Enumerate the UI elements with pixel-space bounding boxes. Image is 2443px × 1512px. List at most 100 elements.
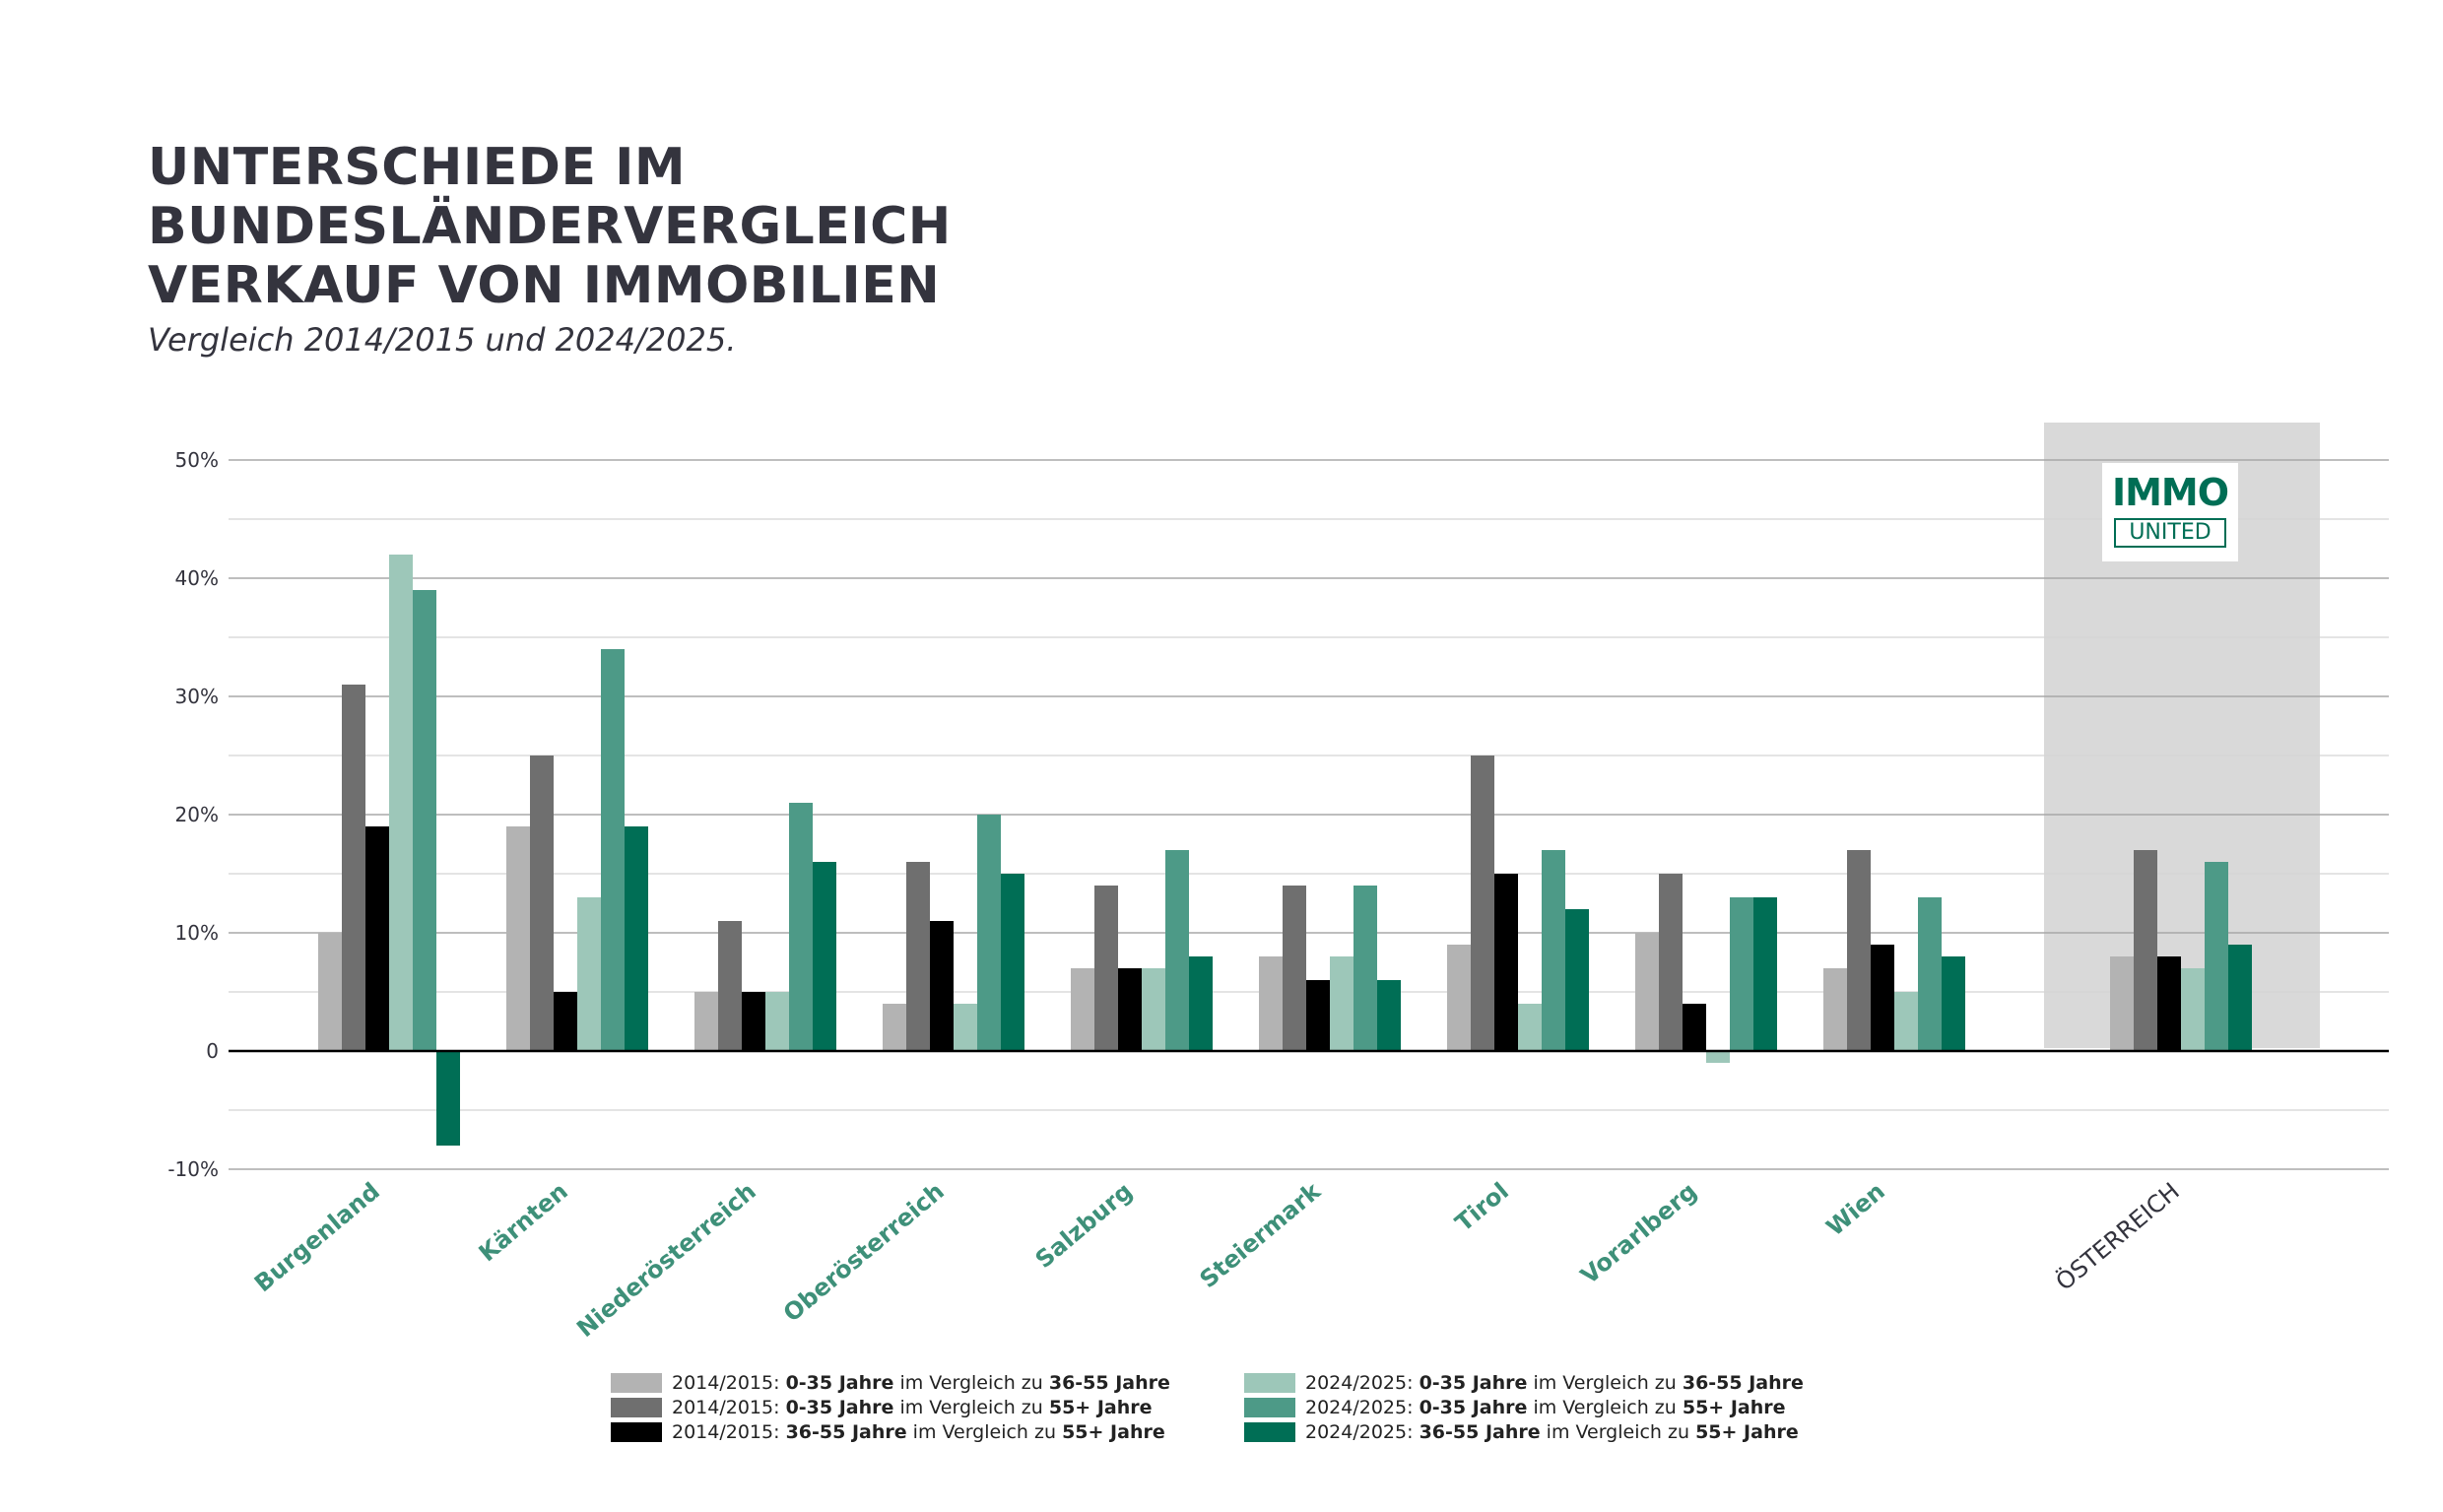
bar-burgenland-series-4 — [389, 555, 413, 1051]
legend-label-3: 2014/2015: 36-55 Jahre im Vergleich zu 5… — [672, 1421, 1165, 1443]
y-tick-label-30: 30% — [175, 685, 219, 708]
chart-title-line-3: VERKAUF VON IMMOBILIEN — [148, 256, 941, 315]
bars — [318, 555, 2252, 1146]
bar-karnten-series-3 — [554, 992, 577, 1051]
bar-vorarlberg-series-3 — [1683, 1004, 1706, 1051]
bar-burgenland-series-2 — [342, 685, 365, 1051]
bar-steiermark-series-3 — [1306, 980, 1330, 1051]
bar-oberosterreich-series-2 — [906, 862, 930, 1051]
bar-salzburg-series-3 — [1118, 968, 1142, 1051]
bar-wien-series-1 — [1823, 968, 1847, 1051]
legend-label-6: 2024/2025: 36-55 Jahre im Vergleich zu 5… — [1305, 1421, 1799, 1443]
category-label-wien: Wien — [1821, 1177, 1890, 1241]
bar-steiermark-series-2 — [1283, 886, 1306, 1051]
immo-united-logo: IMMO UNITED — [2102, 463, 2238, 561]
y-tick-label-minus-10: -10% — [167, 1157, 219, 1181]
bar-burgenland-series-1 — [318, 933, 342, 1051]
bar-karnten-series-2 — [530, 756, 554, 1051]
bar-salzburg-series-1 — [1071, 968, 1094, 1051]
bar-salzburg-series-5 — [1165, 850, 1189, 1051]
bar-burgenland-series-5 — [413, 590, 436, 1051]
bar-karnten-series-5 — [601, 649, 625, 1051]
legend-swatch-3 — [611, 1422, 662, 1442]
bar-vorarlberg-series-2 — [1659, 874, 1683, 1051]
bar-oberosterreich-series-4 — [954, 1004, 977, 1051]
chart-title-line-1: UNTERSCHIEDE IM — [148, 138, 687, 197]
legend-swatch-1 — [611, 1373, 662, 1393]
category-label-vorarlberg: Vorarlberg — [1575, 1177, 1702, 1289]
y-tick-label-20: 20% — [175, 803, 219, 826]
legend-item-6: 2024/2025: 36-55 Jahre im Vergleich zu 5… — [1244, 1420, 1799, 1444]
chart-title-line-2: BUNDESLÄNDERVERGLEICH — [148, 197, 952, 256]
category-label-oberosterreich: Oberösterreich — [778, 1177, 950, 1327]
bar-tirol-series-1 — [1447, 945, 1471, 1051]
legend-item-3: 2014/2015: 36-55 Jahre im Vergleich zu 5… — [611, 1420, 1165, 1444]
bar-wien-series-3 — [1871, 945, 1894, 1051]
bar-osterreich-series-3 — [2157, 956, 2181, 1051]
bar-karnten-series-4 — [577, 897, 601, 1051]
bar-tirol-series-2 — [1471, 756, 1494, 1051]
bar-wien-series-5 — [1918, 897, 1942, 1051]
legend-label-1: 2014/2015: 0-35 Jahre im Vergleich zu 36… — [672, 1372, 1170, 1394]
legend-item-5: 2024/2025: 0-35 Jahre im Vergleich zu 55… — [1244, 1396, 1786, 1419]
bar-tirol-series-4 — [1518, 1004, 1542, 1051]
bar-burgenland-series-6 — [436, 1051, 460, 1146]
chart-subtitle: Vergleich 2014/2015 und 2024/2025. — [148, 321, 737, 359]
bar-steiermark-series-6 — [1377, 980, 1401, 1051]
bar-oberosterreich-series-1 — [883, 1004, 906, 1051]
category-label-steiermark: Steiermark — [1195, 1176, 1327, 1293]
bar-tirol-series-6 — [1565, 909, 1589, 1051]
bar-karnten-series-6 — [625, 826, 648, 1051]
y-tick-label-10: 10% — [175, 921, 219, 945]
bar-steiermark-series-1 — [1259, 956, 1283, 1051]
legend-label-2: 2014/2015: 0-35 Jahre im Vergleich zu 55… — [672, 1397, 1153, 1418]
bar-karnten-series-1 — [506, 826, 530, 1051]
legend-swatch-2 — [611, 1398, 662, 1417]
bar-niederosterreich-series-2 — [718, 921, 742, 1051]
y-tick-label-40: 40% — [175, 566, 219, 590]
bar-vorarlberg-series-1 — [1635, 933, 1659, 1051]
bar-niederosterreich-series-5 — [789, 803, 813, 1051]
bar-osterreich-series-6 — [2228, 945, 2252, 1051]
bar-vorarlberg-series-4 — [1706, 1051, 1730, 1063]
bar-niederosterreich-series-4 — [765, 992, 789, 1051]
bar-wien-series-2 — [1847, 850, 1871, 1051]
legend: 2014/2015: 0-35 Jahre im Vergleich zu 36… — [611, 1371, 1891, 1450]
category-label-tirol: Tirol — [1450, 1177, 1514, 1237]
bar-salzburg-series-6 — [1189, 956, 1213, 1051]
bar-niederosterreich-series-1 — [694, 992, 718, 1051]
bar-tirol-series-3 — [1494, 874, 1518, 1051]
bar-tirol-series-5 — [1542, 850, 1565, 1051]
bar-osterreich-series-1 — [2110, 956, 2134, 1051]
bar-osterreich-series-4 — [2181, 968, 2205, 1051]
bar-burgenland-series-3 — [365, 826, 389, 1051]
bar-wien-series-4 — [1894, 992, 1918, 1051]
legend-swatch-4 — [1244, 1373, 1295, 1393]
legend-item-4: 2024/2025: 0-35 Jahre im Vergleich zu 36… — [1244, 1371, 1804, 1395]
bar-oberosterreich-series-5 — [977, 815, 1001, 1051]
bar-niederosterreich-series-6 — [813, 862, 836, 1051]
category-label-burgenland: Burgenland — [249, 1177, 385, 1297]
bar-osterreich-series-5 — [2205, 862, 2228, 1051]
bar-vorarlberg-series-5 — [1730, 897, 1753, 1051]
logo-text-united: UNITED — [2114, 518, 2226, 548]
legend-item-1: 2014/2015: 0-35 Jahre im Vergleich zu 36… — [611, 1371, 1170, 1395]
bar-niederosterreich-series-3 — [742, 992, 765, 1051]
legend-swatch-6 — [1244, 1422, 1295, 1442]
bar-salzburg-series-4 — [1142, 968, 1165, 1051]
legend-swatch-5 — [1244, 1398, 1295, 1417]
category-label-osterreich: ÖSTERREICH — [2050, 1176, 2185, 1295]
bar-wien-series-6 — [1942, 956, 1965, 1051]
title-block: UNTERSCHIEDE IM BUNDESLÄNDERVERGLEICH VE… — [148, 138, 952, 359]
logo-text-immo: IMMO — [2111, 471, 2229, 514]
bar-steiermark-series-5 — [1354, 886, 1377, 1051]
category-label-salzburg: Salzburg — [1030, 1177, 1138, 1274]
bar-oberosterreich-series-6 — [1001, 874, 1024, 1051]
legend-item-2: 2014/2015: 0-35 Jahre im Vergleich zu 55… — [611, 1396, 1153, 1419]
bar-steiermark-series-4 — [1330, 956, 1354, 1051]
category-label-karnten: Kärnten — [474, 1177, 573, 1267]
bar-oberosterreich-series-3 — [930, 921, 954, 1051]
bar-osterreich-series-2 — [2134, 850, 2157, 1051]
legend-label-4: 2024/2025: 0-35 Jahre im Vergleich zu 36… — [1305, 1372, 1804, 1394]
